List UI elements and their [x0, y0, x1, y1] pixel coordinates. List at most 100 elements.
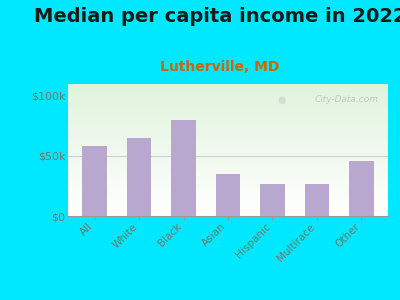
Bar: [68, 89, 388, 91]
Bar: [260, 184, 285, 216]
Bar: [68, 162, 388, 163]
Bar: [68, 109, 388, 110]
Bar: [68, 209, 388, 211]
Bar: [68, 163, 388, 164]
Text: Lutherville, MD: Lutherville, MD: [160, 60, 280, 74]
Bar: [68, 97, 388, 98]
Bar: [68, 213, 388, 215]
Bar: [68, 211, 388, 212]
Bar: [68, 103, 388, 104]
Bar: [68, 146, 388, 147]
Bar: [349, 161, 374, 216]
Bar: [68, 159, 388, 160]
Bar: [68, 179, 388, 180]
Bar: [68, 207, 388, 208]
Bar: [68, 154, 388, 155]
Bar: [68, 84, 388, 85]
Bar: [68, 118, 388, 120]
Bar: [68, 125, 388, 126]
Bar: [68, 100, 388, 101]
Bar: [68, 175, 388, 176]
Bar: [68, 171, 388, 172]
Bar: [68, 199, 388, 200]
Bar: [68, 204, 388, 206]
Bar: [68, 202, 388, 203]
Bar: [68, 137, 388, 138]
Bar: [68, 158, 388, 159]
Bar: [68, 183, 388, 184]
Bar: [68, 142, 388, 143]
Text: Median per capita income in 2022: Median per capita income in 2022: [34, 8, 400, 26]
Bar: [68, 153, 388, 154]
Bar: [68, 126, 388, 128]
Bar: [68, 215, 388, 216]
Bar: [68, 116, 388, 117]
Bar: [68, 105, 388, 106]
Bar: [68, 167, 388, 169]
Bar: [68, 182, 388, 183]
Bar: [68, 186, 388, 187]
Bar: [68, 85, 388, 87]
Bar: [68, 91, 388, 92]
Bar: [216, 174, 240, 216]
Bar: [68, 174, 388, 175]
Bar: [68, 110, 388, 112]
Bar: [68, 192, 388, 194]
Bar: [68, 208, 388, 209]
Bar: [68, 178, 388, 179]
Bar: [68, 151, 388, 153]
Bar: [68, 131, 388, 133]
Bar: [68, 187, 388, 188]
Bar: [68, 93, 388, 94]
Bar: [68, 114, 388, 116]
Bar: [82, 146, 107, 216]
Bar: [68, 106, 388, 108]
Bar: [68, 94, 388, 96]
Bar: [68, 96, 388, 97]
Bar: [68, 136, 388, 137]
Bar: [68, 113, 388, 114]
Bar: [68, 200, 388, 202]
Bar: [68, 170, 388, 171]
Bar: [68, 98, 388, 100]
Bar: [68, 195, 388, 196]
Bar: [68, 191, 388, 192]
Bar: [68, 196, 388, 197]
Bar: [68, 164, 388, 166]
Text: City-Data.com: City-Data.com: [314, 94, 378, 103]
Bar: [68, 104, 388, 105]
Bar: [68, 134, 388, 136]
Bar: [68, 155, 388, 157]
Bar: [68, 121, 388, 122]
Bar: [68, 117, 388, 118]
Bar: [68, 141, 388, 142]
Bar: [305, 184, 329, 216]
Bar: [68, 206, 388, 207]
Bar: [68, 212, 388, 213]
Bar: [68, 124, 388, 125]
Bar: [68, 194, 388, 195]
Bar: [68, 203, 388, 204]
Bar: [68, 150, 388, 151]
Bar: [68, 172, 388, 174]
Bar: [68, 128, 388, 129]
Bar: [68, 188, 388, 190]
Bar: [68, 101, 388, 103]
Bar: [68, 157, 388, 158]
Bar: [171, 120, 196, 216]
Bar: [68, 130, 388, 131]
Bar: [68, 122, 388, 124]
Text: ●: ●: [277, 94, 286, 105]
Bar: [68, 147, 388, 149]
Bar: [68, 92, 388, 93]
Bar: [68, 138, 388, 140]
Bar: [68, 160, 388, 162]
Bar: [68, 129, 388, 130]
Bar: [68, 145, 388, 146]
Bar: [68, 112, 388, 113]
Bar: [68, 197, 388, 199]
Bar: [68, 169, 388, 170]
Bar: [68, 180, 388, 182]
Bar: [127, 138, 151, 216]
Bar: [68, 108, 388, 109]
